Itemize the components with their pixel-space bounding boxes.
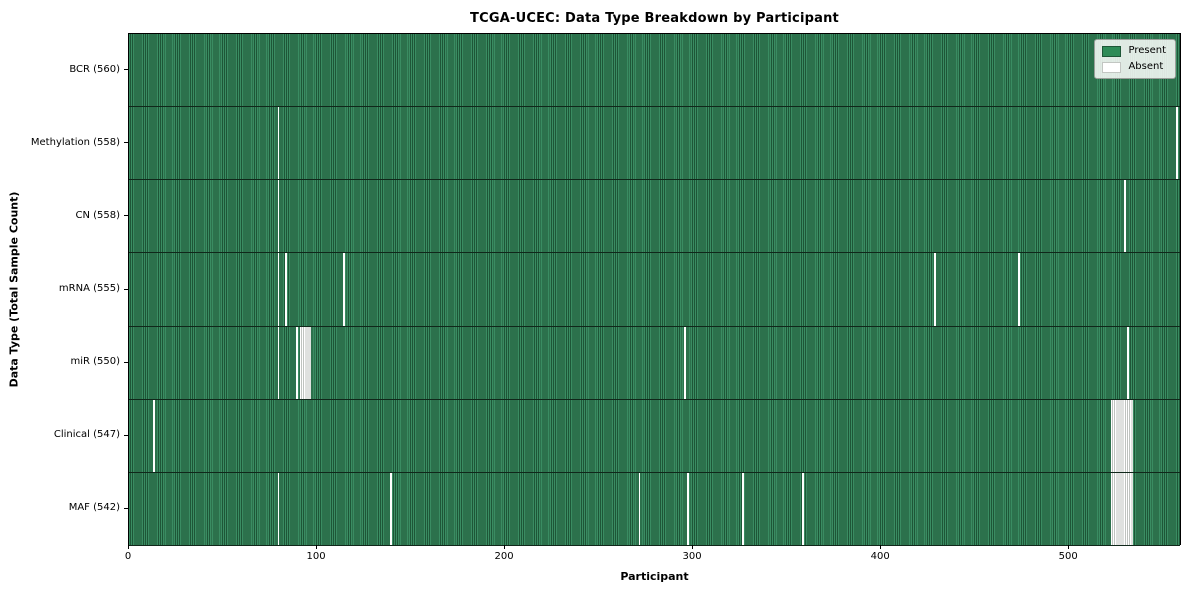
absent-marker bbox=[1110, 472, 1134, 545]
y-tick-label-mrna: mRNA (555) bbox=[58, 283, 120, 294]
absent-marker bbox=[933, 253, 936, 326]
row-band-methylation bbox=[129, 107, 1180, 181]
absent-marker bbox=[683, 326, 686, 399]
row-band-cn bbox=[129, 180, 1180, 254]
absent-marker bbox=[277, 107, 280, 180]
y-tick-mark bbox=[124, 215, 128, 217]
absent-marker bbox=[638, 472, 641, 545]
legend-swatch-present bbox=[1102, 45, 1122, 57]
x-tick-label: 0 bbox=[124, 551, 132, 562]
x-tick-mark bbox=[692, 545, 694, 549]
absent-marker bbox=[390, 472, 393, 545]
legend-label: Present bbox=[1128, 45, 1166, 56]
y-tick-label-maf: MAF (542) bbox=[68, 502, 120, 514]
absent-marker bbox=[277, 253, 280, 326]
x-tick-mark bbox=[316, 545, 318, 549]
plot-area: Present Absent bbox=[128, 33, 1181, 546]
row-band-maf bbox=[129, 472, 1180, 546]
legend: Present Absent bbox=[1094, 39, 1176, 79]
legend-item-absent: Absent bbox=[1102, 61, 1166, 73]
absent-marker bbox=[687, 472, 690, 545]
absent-marker bbox=[277, 180, 280, 253]
absent-marker bbox=[153, 399, 156, 472]
x-tick-label: 200 bbox=[494, 551, 514, 562]
absent-marker bbox=[285, 253, 287, 326]
y-tick-mark bbox=[124, 361, 128, 363]
x-tick-label: 300 bbox=[682, 551, 702, 562]
x-tick-mark bbox=[504, 545, 506, 549]
x-tick-mark bbox=[880, 545, 882, 549]
legend-swatch-absent bbox=[1102, 61, 1122, 73]
x-axis-label: Participant bbox=[620, 570, 689, 583]
absent-marker bbox=[300, 326, 312, 399]
x-tick-mark bbox=[128, 545, 129, 549]
absent-marker bbox=[296, 326, 299, 399]
row-band-clinical bbox=[129, 399, 1180, 473]
y-tick-mark bbox=[124, 434, 128, 436]
y-tick-mark bbox=[124, 288, 128, 290]
y-tick-label-mir: miR (550) bbox=[70, 356, 120, 368]
y-tick-label-clinical: Clinical (547) bbox=[53, 429, 120, 441]
legend-label: Absent bbox=[1128, 61, 1164, 72]
y-tick-mark bbox=[124, 507, 128, 509]
y-tick-label-cn: CN (558) bbox=[75, 209, 120, 221]
y-tick-label-bcr: BCR (560) bbox=[69, 63, 120, 75]
row-band-mir bbox=[129, 326, 1180, 400]
x-tick-mark bbox=[1068, 545, 1070, 549]
absent-marker bbox=[343, 253, 346, 326]
y-tick-label-methylation: Methylation (558) bbox=[30, 136, 120, 148]
y-tick-mark bbox=[124, 69, 128, 71]
x-tick-label: 400 bbox=[870, 551, 890, 562]
chart-title: TCGA-UCEC: Data Type Breakdown by Partic… bbox=[470, 11, 839, 26]
x-tick-label: 500 bbox=[1058, 551, 1078, 562]
absent-marker bbox=[1123, 180, 1126, 253]
absent-marker bbox=[1176, 107, 1179, 180]
absent-marker bbox=[741, 472, 744, 545]
row-band-bcr bbox=[129, 34, 1180, 108]
absent-marker bbox=[1110, 399, 1134, 472]
x-tick-label: 100 bbox=[306, 551, 326, 562]
absent-marker bbox=[802, 472, 805, 545]
legend-item-present: Present bbox=[1102, 45, 1166, 57]
y-tick-mark bbox=[124, 142, 128, 144]
absent-marker bbox=[1127, 326, 1130, 399]
absent-marker bbox=[1018, 253, 1021, 326]
absent-marker bbox=[277, 472, 280, 545]
row-band-mrna bbox=[129, 253, 1180, 327]
absent-marker bbox=[277, 326, 280, 399]
